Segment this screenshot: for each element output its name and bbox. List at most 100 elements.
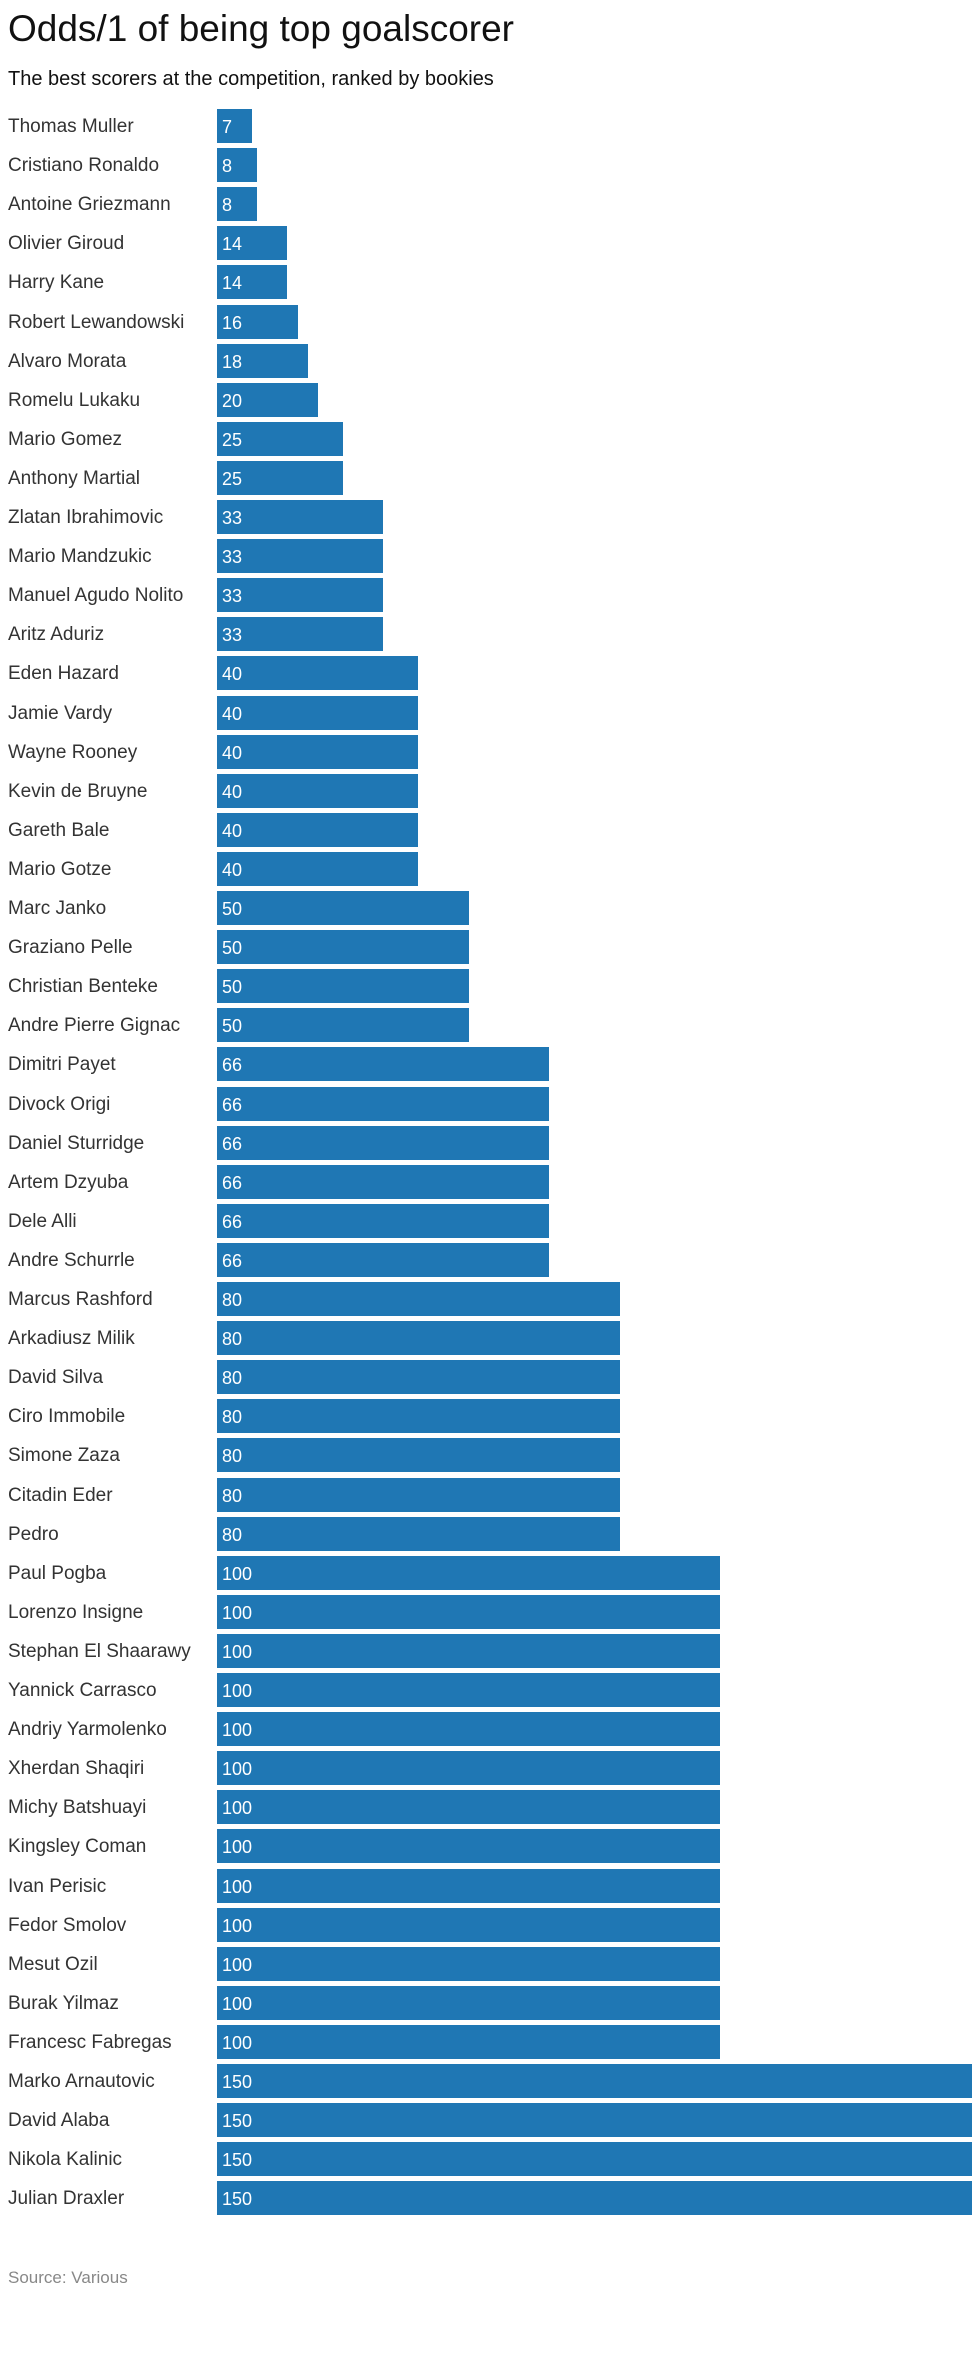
bar-value-label: 66 — [222, 1055, 243, 1076]
bar-value-label: 25 — [222, 468, 243, 489]
bar-value-label: 50 — [222, 899, 243, 919]
bar — [217, 1751, 721, 1786]
bar — [217, 1125, 550, 1160]
category-label: Robert Lewandowski — [8, 311, 185, 333]
category-label: Olivier Giroud — [8, 233, 125, 255]
bar — [217, 187, 258, 222]
bar — [217, 2024, 721, 2059]
category-label: Citadin Eder — [8, 1484, 113, 1506]
bar-value-label: 150 — [222, 2111, 253, 2132]
bar-value-label: 80 — [222, 1368, 243, 1389]
bar — [217, 382, 318, 417]
bar — [217, 2181, 972, 2216]
bar — [217, 1008, 469, 1043]
bar-value-label: 100 — [222, 1798, 253, 1819]
bar — [217, 1047, 550, 1082]
category-label: Andriy Yarmolenko — [8, 1719, 167, 1741]
category-label: Eden Hazard — [8, 663, 119, 685]
bar — [217, 1321, 620, 1356]
bar-value-label: 50 — [222, 977, 243, 998]
bar-value-label: 150 — [222, 2072, 253, 2092]
category-label: Divock Origi — [8, 1093, 111, 1115]
category-label: Nikola Kalinic — [8, 2149, 123, 2171]
bar — [217, 109, 253, 143]
bar-value-label: 40 — [222, 742, 243, 763]
bar — [217, 1360, 620, 1395]
bar — [217, 773, 419, 808]
bar-value-label: 50 — [222, 1016, 243, 1037]
bar — [217, 1555, 721, 1590]
bar — [217, 1086, 550, 1121]
category-label: Artem Dzyuba — [8, 1171, 129, 1193]
category-label: Alvaro Morata — [8, 350, 127, 372]
bar — [217, 617, 384, 652]
bar-value-label: 80 — [222, 1290, 243, 1310]
bar-value-label: 100 — [222, 1837, 253, 1858]
category-label: Marcus Rashford — [8, 1289, 153, 1310]
bar-value-label: 66 — [222, 1250, 243, 1271]
bar-value-label: 100 — [222, 1681, 253, 1701]
bar — [217, 2103, 972, 2138]
bar-value-label: 100 — [222, 1641, 253, 1662]
bar-value-label: 150 — [222, 2189, 253, 2210]
bar — [217, 304, 298, 339]
category-label: Pedro — [8, 1523, 59, 1545]
bar — [217, 1985, 721, 2020]
bar — [217, 969, 469, 1004]
bar — [217, 812, 419, 847]
category-label: Kingsley Coman — [8, 1836, 147, 1858]
bar-value-label: 80 — [222, 1485, 243, 1506]
category-label: Marc Janko — [8, 898, 107, 919]
category-label: Mario Gotze — [8, 858, 112, 880]
bar-value-label: 100 — [222, 1759, 253, 1780]
category-label: Aritz Aduriz — [8, 624, 105, 646]
bar-value-label: 16 — [222, 312, 243, 333]
bar-value-label: 100 — [222, 1602, 253, 1623]
bar-value-label: 33 — [222, 508, 243, 528]
bar-value-label: 20 — [222, 390, 243, 411]
category-label: Yannick Carrasco — [8, 1680, 157, 1701]
bar-value-label: 40 — [222, 703, 243, 724]
bar — [217, 851, 419, 886]
category-label: Antoine Griezmann — [8, 194, 171, 216]
category-label: Mario Mandzukic — [8, 546, 152, 568]
chart-subtitle: The best scorers at the competition, ran… — [8, 68, 494, 90]
bar — [217, 695, 419, 730]
bar-value-label: 100 — [222, 2032, 253, 2053]
bar-value-label: 33 — [222, 625, 243, 646]
bar-value-label: 80 — [222, 1524, 243, 1545]
bar-value-label: 33 — [222, 586, 243, 607]
bar-value-label: 80 — [222, 1446, 243, 1467]
bar — [217, 148, 258, 183]
bar — [217, 578, 384, 613]
bar-value-label: 66 — [222, 1133, 243, 1154]
category-label: Dele Alli — [8, 1210, 77, 1232]
bar-value-label: 18 — [222, 351, 243, 372]
bar — [217, 1829, 721, 1864]
bar-value-label: 80 — [222, 1329, 243, 1350]
category-label: Michy Batshuayi — [8, 1797, 147, 1819]
bar — [217, 1790, 721, 1825]
bar — [217, 1242, 550, 1277]
category-label: Kevin de Bruyne — [8, 780, 148, 802]
bar — [217, 500, 384, 534]
category-label: Burak Yilmaz — [8, 1992, 119, 2014]
category-label: Andre Schurrle — [8, 1249, 135, 1271]
category-label: David Alaba — [8, 2110, 110, 2132]
bar-value-label: 8 — [222, 156, 233, 177]
bar-value-label: 14 — [222, 234, 243, 255]
bar-value-label: 40 — [222, 664, 243, 685]
bar — [217, 539, 384, 574]
bar-value-label: 7 — [222, 117, 233, 137]
category-label: Ivan Perisic — [8, 1875, 107, 1897]
bar — [217, 1946, 721, 1981]
bar-value-label: 100 — [222, 1563, 253, 1584]
bar — [217, 343, 308, 378]
bar — [217, 1516, 620, 1551]
bar — [217, 1868, 721, 1903]
category-label: David Silva — [8, 1367, 104, 1389]
bar-value-label: 33 — [222, 547, 243, 568]
category-label: Mario Gomez — [8, 428, 123, 450]
bar-value-label: 40 — [222, 859, 243, 880]
